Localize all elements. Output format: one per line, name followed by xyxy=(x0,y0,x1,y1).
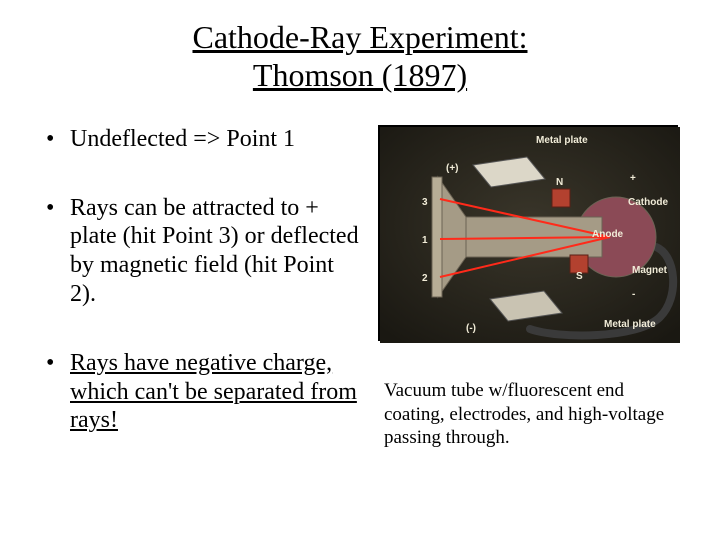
content-row: Undeflected => Point 1 Rays can be attra… xyxy=(30,125,690,450)
bullet-text: Rays have negative charge, which can't b… xyxy=(70,350,357,434)
svg-text:Metal plate: Metal plate xyxy=(536,135,588,146)
svg-text:1: 1 xyxy=(422,235,428,246)
svg-text:3: 3 xyxy=(422,197,428,208)
svg-text:Anode: Anode xyxy=(592,229,624,240)
svg-text:S: S xyxy=(576,271,583,282)
svg-text:2: 2 xyxy=(422,273,428,284)
svg-text:(+): (+) xyxy=(446,163,459,174)
figure-caption: Vacuum tube w/fluorescent end coating, e… xyxy=(378,379,668,450)
svg-text:(-): (-) xyxy=(466,323,476,334)
bullet-item: Rays can be attracted to + plate (hit Po… xyxy=(42,194,360,309)
bullet-text: Undeflected => Point 1 xyxy=(70,126,295,152)
slide: Cathode-Ray Experiment: Thomson (1897) U… xyxy=(0,0,720,540)
title-line-2: Thomson (1897) xyxy=(30,56,690,94)
svg-text:+: + xyxy=(630,173,636,184)
title-line-1: Cathode-Ray Experiment: xyxy=(30,18,690,56)
svg-text:N: N xyxy=(556,177,563,188)
svg-text:Magnet: Magnet xyxy=(632,265,668,276)
svg-text:-: - xyxy=(632,289,635,300)
svg-text:Metal plate: Metal plate xyxy=(604,319,656,330)
cathode-ray-diagram: Metal plate + - Cathode Anode Magnet Metal pla… xyxy=(378,125,678,341)
bullet-item: Undeflected => Point 1 xyxy=(42,125,360,154)
bullet-text: Rays can be attracted to + plate (hit Po… xyxy=(70,195,359,307)
bullet-list: Undeflected => Point 1 Rays can be attra… xyxy=(30,125,360,450)
diagram-svg: Metal plate + - Cathode Anode Magnet Metal pla… xyxy=(380,127,680,343)
figure-column: Metal plate + - Cathode Anode Magnet Metal pla… xyxy=(370,125,690,450)
slide-title: Cathode-Ray Experiment: Thomson (1897) xyxy=(30,18,690,95)
svg-text:Cathode: Cathode xyxy=(628,197,668,208)
bullet-item: Rays have negative charge, which can't b… xyxy=(42,349,360,435)
